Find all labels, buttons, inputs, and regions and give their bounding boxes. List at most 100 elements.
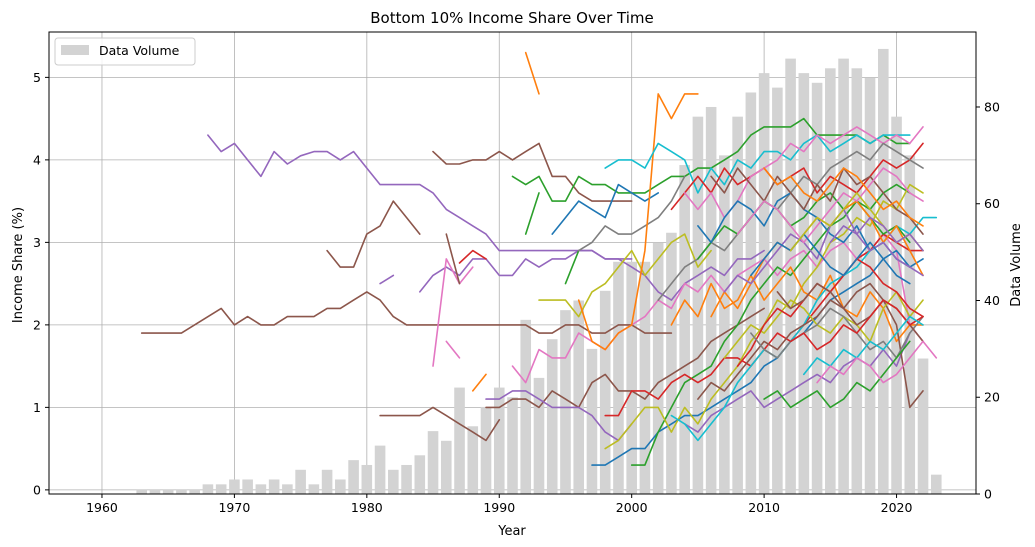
bar [520,319,532,494]
y2-tick-label: 60 [984,196,1000,211]
legend-label: Data Volume [99,43,180,58]
series-line [763,167,924,227]
x-tick-label: 1960 [86,500,118,515]
series-line [379,406,501,442]
y-tick-label: 1 [33,400,41,415]
series-line [723,291,924,359]
bar [374,445,386,494]
y2-axis-ticks: 0 20 40 60 80 [976,99,1000,502]
y2-tick-label: 80 [984,99,1000,114]
bar [268,479,280,494]
bar [242,479,253,494]
bar [215,484,227,494]
y-tick-label: 0 [33,482,41,497]
series-line [564,249,580,285]
bar [388,469,399,494]
x-tick-label: 2020 [881,500,913,515]
bar [308,484,320,494]
bar [321,469,333,494]
bar [785,58,796,494]
bar [586,348,598,494]
bar [719,155,730,494]
y-tick-label: 4 [33,152,41,167]
y2-tick-label: 0 [984,487,992,502]
income-share-lines [140,51,938,466]
series-line [207,134,633,260]
bar [666,232,677,494]
bar [295,469,306,494]
bar [348,460,359,494]
y2-tick-label: 40 [984,293,1000,308]
legend-swatch [61,45,89,55]
bar [189,489,200,494]
series-line [524,192,540,235]
bar [176,489,187,494]
series-line [591,249,924,466]
series-line [723,208,924,293]
bar [626,261,637,494]
series-line [670,142,924,211]
bar [599,290,611,494]
bar [864,77,876,494]
bar [772,87,783,494]
y-axis-label: Income Share (%) [11,207,26,323]
bar [493,387,505,494]
y2-tick-label: 20 [984,390,1000,405]
series-line [604,134,911,194]
bar [202,484,214,494]
series-line [763,340,911,409]
bar [454,387,465,494]
bar [282,484,293,494]
series-line [710,167,924,235]
plot-frame [48,31,977,495]
bar [917,358,929,494]
bar [639,261,651,494]
series-line [750,307,924,359]
series-line [630,183,911,466]
series-line [432,142,633,202]
bar [851,68,863,495]
bar [533,377,545,494]
bar [414,455,426,494]
x-tick-label: 1990 [483,500,515,515]
series-line [551,183,660,235]
series-line [140,291,673,334]
series-line [816,340,924,384]
bar [361,464,373,494]
bar [930,474,942,494]
bar [560,310,571,494]
y-tick-label: 5 [33,70,41,85]
bar [891,116,902,495]
y2-axis-label: Data Volume [1009,223,1024,307]
bar [652,242,664,494]
series-line [485,307,765,409]
series-line [458,249,487,264]
series-line [379,274,395,285]
bar [149,489,161,494]
y-axis-ticks: 0 1 2 3 4 5 [33,70,49,497]
bar [255,484,267,494]
chart-title: Bottom 10% Income Share Over Time [370,9,653,27]
series-line [789,299,924,351]
bar [705,106,717,495]
series-line [829,216,924,252]
series-line [326,200,421,268]
data-volume-bars [136,48,942,495]
bar [546,339,558,494]
series-line [538,233,712,318]
series-line [697,192,911,260]
series-line [736,167,924,244]
series-line [670,266,924,343]
legend-box [54,37,196,66]
bar [745,92,757,495]
bar [679,165,690,494]
bar [811,82,823,495]
y-tick-label: 3 [33,235,41,250]
bar [573,300,585,494]
series-line [577,93,699,351]
series-line [445,233,461,285]
series-line [683,332,911,433]
bar [136,489,147,494]
bar [401,464,412,494]
bar [440,440,452,494]
